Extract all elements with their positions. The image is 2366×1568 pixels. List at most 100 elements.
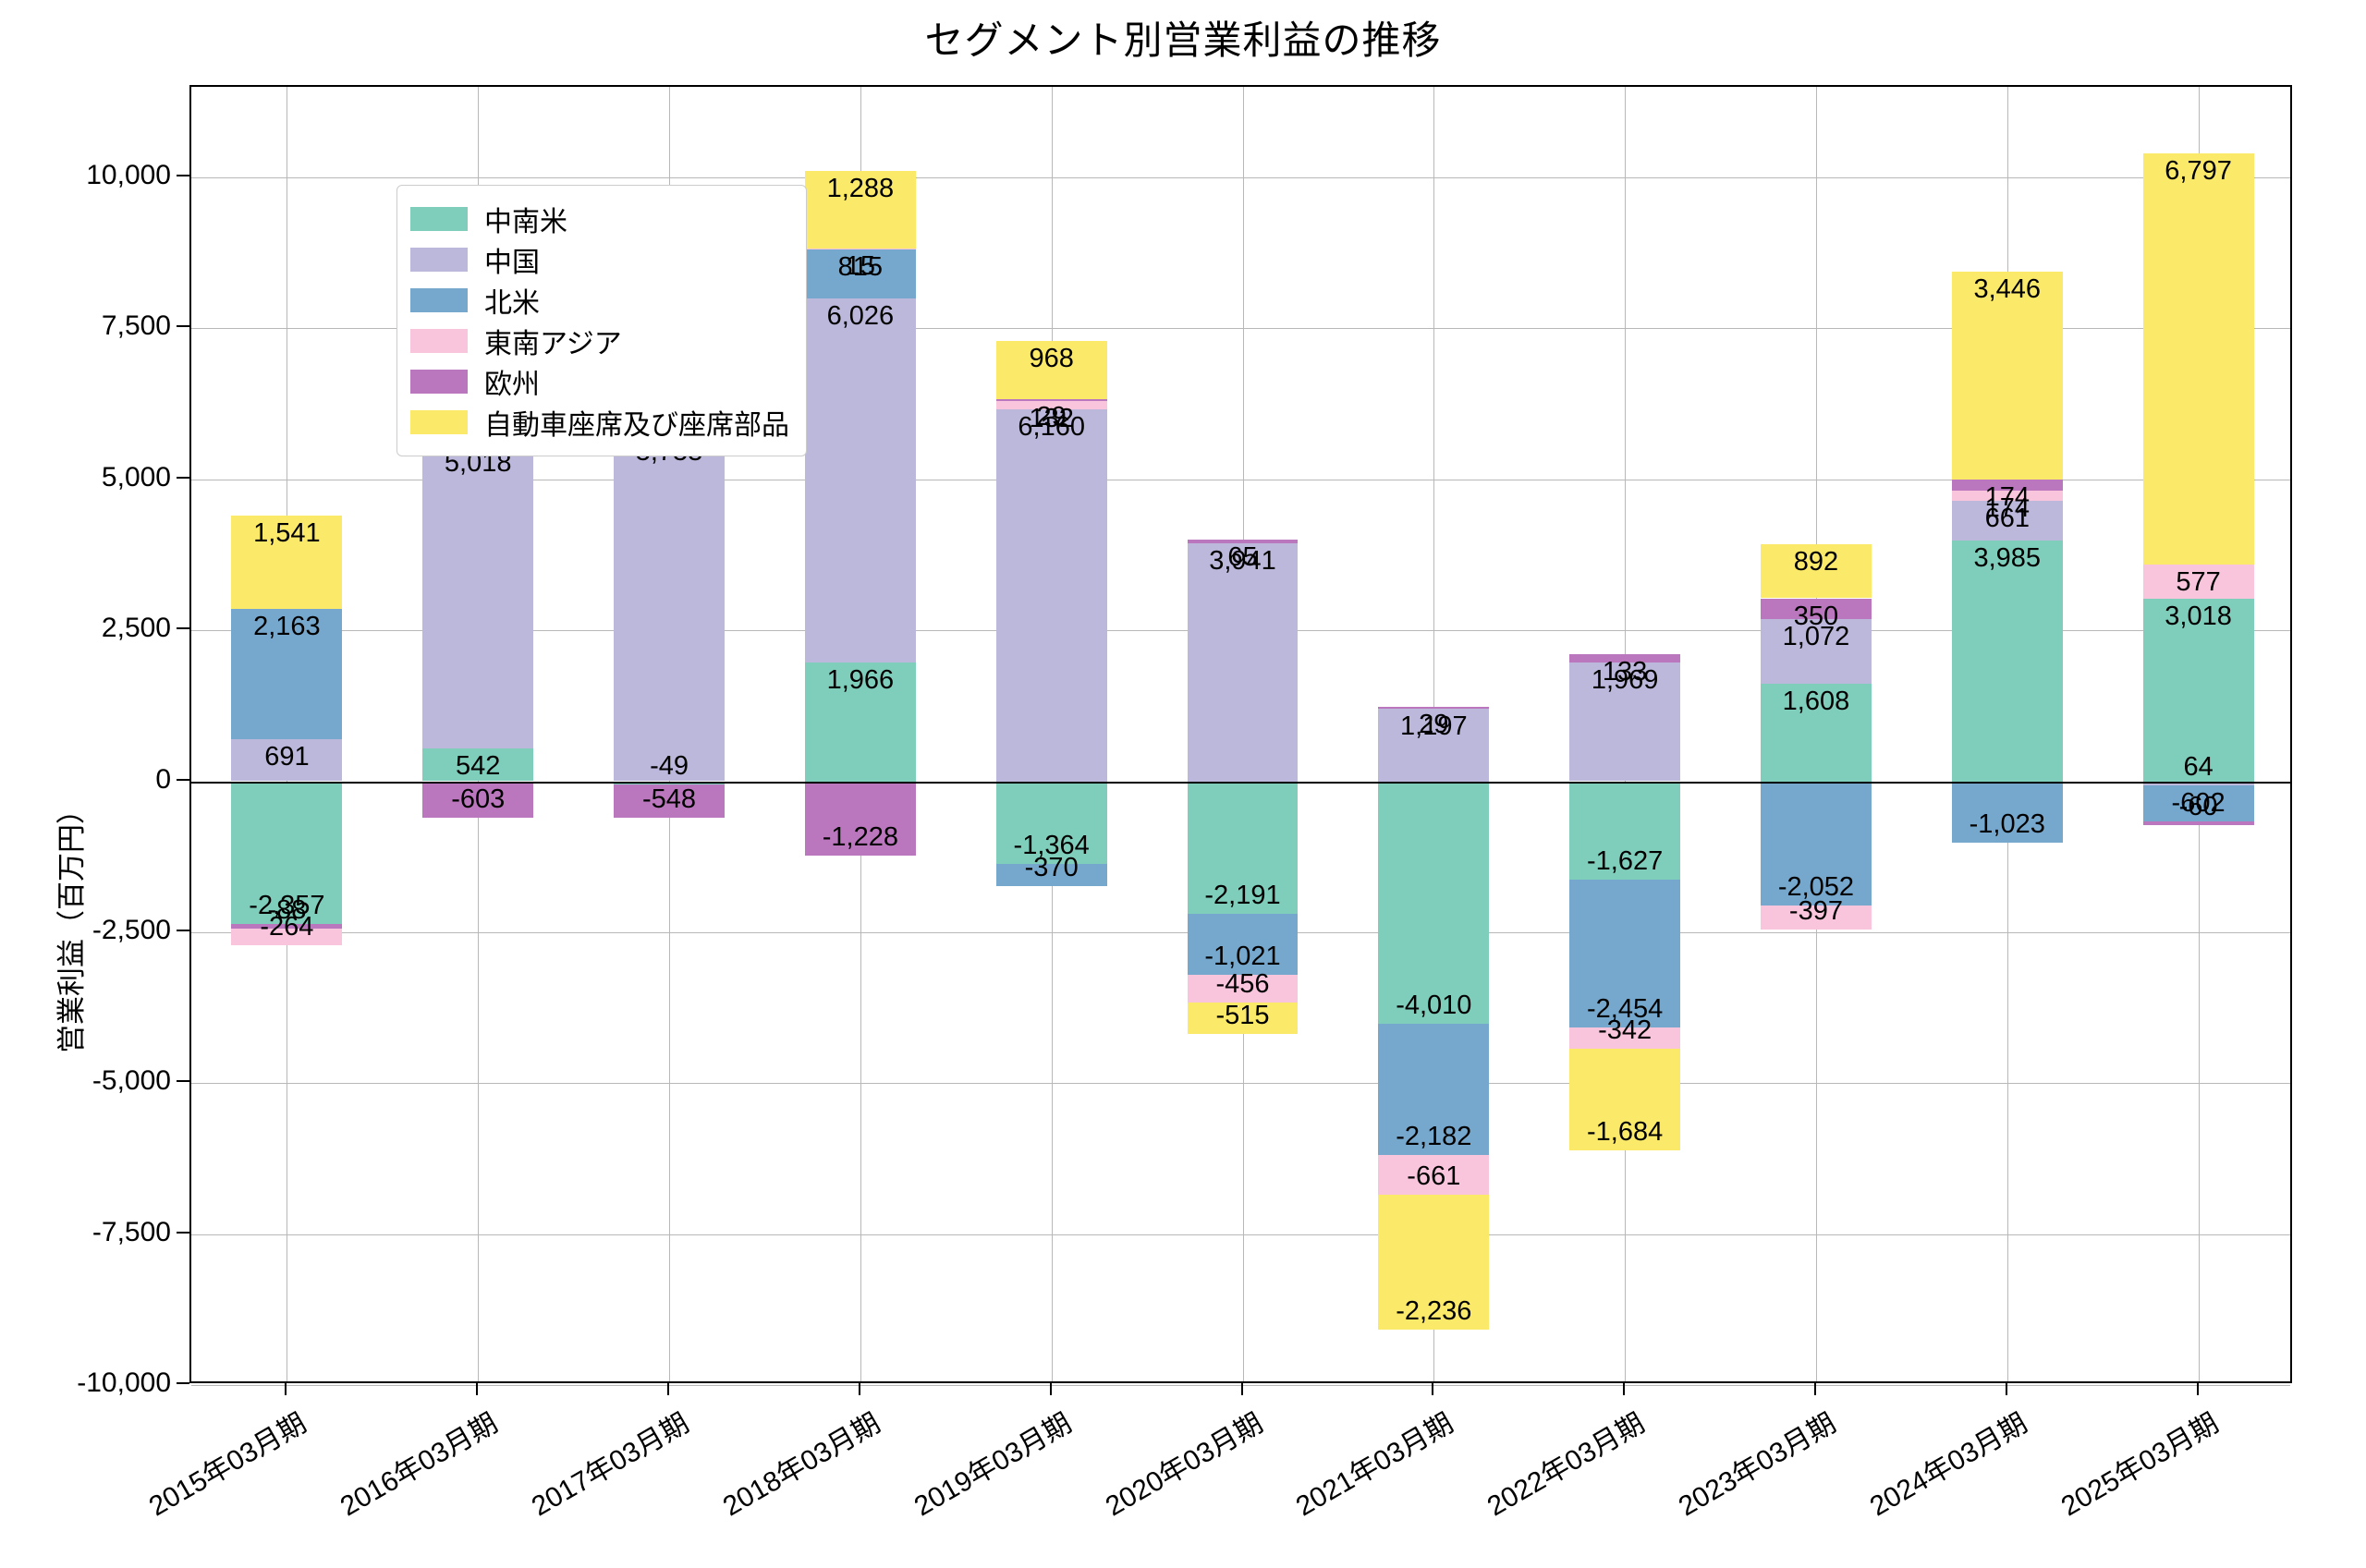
gridline-horizontal — [191, 328, 2290, 330]
bar-segment[interactable] — [995, 341, 1107, 400]
legend-item-5[interactable]: 自動車座席及び座席部品 — [410, 402, 789, 443]
bar-segment[interactable] — [2142, 564, 2254, 600]
bar-segment[interactable] — [1187, 975, 1299, 1003]
x-axis-tick-label: 2019年03月期 — [909, 1407, 1077, 1523]
y-axis-tick-label: 0 — [155, 763, 171, 795]
bar-segment[interactable] — [1378, 781, 1490, 1024]
bar-segment[interactable] — [1187, 542, 1299, 782]
y-axis-tick-mark — [177, 1382, 189, 1384]
legend-item-3[interactable]: 東南アジア — [410, 321, 789, 361]
y-axis-tick-label: 10,000 — [86, 160, 171, 191]
bar-value-label: 174 — [1984, 482, 2030, 513]
bar-segment[interactable] — [1760, 905, 1872, 930]
bar-segment[interactable] — [1760, 684, 1872, 782]
x-axis-tick-label: 2022年03月期 — [1482, 1407, 1651, 1523]
bar-value-label: 6,797 — [2165, 156, 2232, 187]
x-axis-tick-mark — [1623, 1383, 1626, 1395]
bar-segment[interactable] — [422, 781, 534, 818]
x-axis-tick-mark — [1049, 1383, 1052, 1395]
bar-segment[interactable] — [804, 662, 916, 782]
bar-segment[interactable] — [1951, 490, 2063, 501]
bar-segment[interactable] — [422, 445, 534, 749]
bar-segment[interactable] — [995, 781, 1107, 864]
legend-item-label: 自動車座席及び座席部品 — [484, 410, 789, 441]
bar-segment[interactable] — [1760, 544, 1872, 599]
bar-value-label: 1,072 — [1782, 622, 1850, 652]
bar-segment[interactable] — [614, 784, 726, 818]
y-axis-tick-label: -7,500 — [91, 1216, 171, 1247]
x-axis-tick-label: 2018年03月期 — [717, 1407, 885, 1523]
bar-segment[interactable] — [1187, 781, 1299, 914]
x-axis-tick-label: 2016年03月期 — [335, 1407, 504, 1523]
bar-value-label: 3,985 — [1973, 543, 2042, 574]
bar-segment[interactable] — [1951, 480, 2063, 491]
bar-value-label: 1,197 — [1400, 711, 1468, 742]
x-axis-tick-mark — [858, 1383, 860, 1395]
bar-segment[interactable] — [1760, 598, 1872, 620]
legend-swatch-icon — [410, 410, 468, 434]
bar-value-label: 892 — [1793, 547, 1839, 577]
bar-segment[interactable] — [1187, 913, 1299, 976]
bar-segment[interactable] — [1951, 271, 2063, 480]
bar-segment[interactable] — [1378, 709, 1490, 782]
legend[interactable]: 中南米 中国 北米東南アジア 欧州自動車座席及び座席部品 — [396, 185, 807, 456]
bar-segment[interactable] — [231, 739, 343, 782]
bar-segment[interactable] — [231, 516, 343, 609]
bar-segment[interactable] — [995, 399, 1107, 402]
bar-segment[interactable] — [1569, 1048, 1681, 1150]
bar-segment[interactable] — [1760, 619, 1872, 685]
x-axis-tick-label: 2015年03月期 — [144, 1407, 312, 1523]
legend-item-2[interactable]: 北米 — [410, 280, 789, 321]
legend-item-0[interactable]: 中南米 — [410, 199, 789, 239]
legend-item-4[interactable]: 欧州 — [410, 361, 789, 402]
bar-segment[interactable] — [231, 923, 343, 930]
bar-segment[interactable] — [2142, 153, 2254, 565]
bar-segment[interactable] — [1378, 707, 1490, 710]
bar-segment[interactable] — [1951, 541, 2063, 782]
bar-segment[interactable] — [231, 929, 343, 945]
bar-segment[interactable] — [2142, 821, 2254, 825]
bar-segment[interactable] — [2142, 599, 2254, 782]
gridline-horizontal — [191, 1083, 2290, 1085]
bar-segment[interactable] — [1187, 539, 1299, 543]
bar-value-label: -1,627 — [1587, 845, 1664, 876]
bar-segment[interactable] — [1569, 879, 1681, 1028]
bar-value-label: 3,446 — [1973, 273, 2042, 304]
bar-segment[interactable] — [1569, 654, 1681, 662]
bar-segment[interactable] — [231, 609, 343, 740]
bar-segment[interactable] — [995, 401, 1107, 409]
bar-segment[interactable] — [804, 781, 916, 856]
x-axis-tick-label: 2024年03月期 — [1864, 1407, 2032, 1523]
bar-segment[interactable] — [231, 781, 343, 924]
bar-segment[interactable] — [1187, 1003, 1299, 1034]
bar-value-label: -2,454 — [1587, 994, 1664, 1025]
bar-segment[interactable] — [995, 408, 1107, 782]
bar-segment[interactable] — [1760, 781, 1872, 906]
bar-value-label: -397 — [1788, 895, 1843, 926]
bar-segment[interactable] — [1378, 1195, 1490, 1331]
bar-segment[interactable] — [614, 433, 726, 782]
bar-value-label: -456 — [1215, 969, 1270, 1000]
bar-segment[interactable] — [1951, 781, 2063, 844]
bar-segment[interactable] — [1951, 500, 2063, 541]
bar-value-label: 64 — [2183, 751, 2214, 782]
bar-value-label: -2,191 — [1204, 880, 1281, 910]
bar-segment[interactable] — [1378, 1155, 1490, 1196]
bar-segment[interactable] — [1378, 1023, 1490, 1156]
bar-segment[interactable] — [804, 249, 916, 299]
bar-segment[interactable] — [2142, 781, 2254, 785]
legend-item-1[interactable]: 中国 — [410, 239, 789, 280]
bar-value-label: -49 — [650, 750, 689, 781]
bar-segment[interactable] — [804, 298, 916, 663]
bar-segment[interactable] — [1569, 662, 1681, 782]
bar-segment[interactable] — [1569, 1027, 1681, 1049]
x-axis-tick-mark — [1432, 1383, 1434, 1395]
bar-segment[interactable] — [2142, 784, 2254, 822]
bar-segment[interactable] — [804, 170, 916, 249]
bar-segment[interactable] — [422, 748, 534, 782]
legend-item-label: 東南アジア — [484, 329, 622, 359]
bar-value-label: -370 — [1024, 852, 1079, 882]
bar-segment[interactable] — [1569, 781, 1681, 880]
bar-segment[interactable] — [995, 863, 1107, 886]
y-axis-tick-label: -2,500 — [91, 914, 171, 945]
